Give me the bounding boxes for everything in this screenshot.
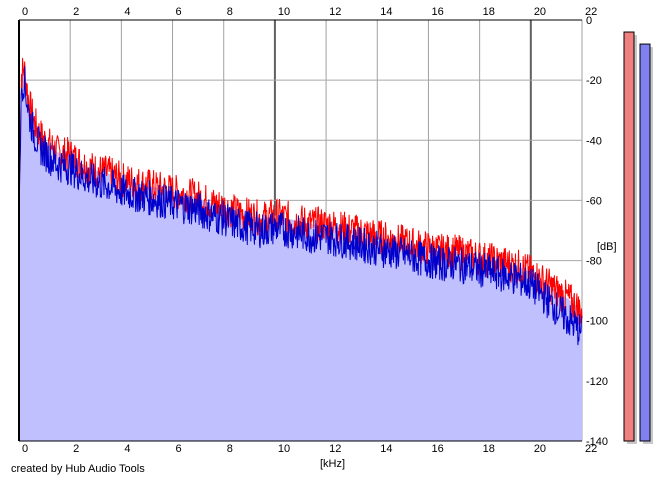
y-tick-label: -100 (586, 316, 608, 328)
x-tick-label-top: 6 (176, 6, 182, 18)
x-tick-label-bottom: 6 (176, 443, 182, 455)
x-tick-label-top: 2 (73, 6, 79, 18)
x-tick-label-bottom: 10 (278, 443, 290, 455)
level-meters (623, 31, 653, 445)
x-tick-label-bottom: 2 (73, 443, 79, 455)
spectrum-fill (19, 68, 582, 442)
x-tick-label-top: 8 (227, 6, 233, 18)
series-line-2 (18, 66, 583, 346)
y-tick-label: 0 (586, 15, 592, 27)
axes (18, 19, 582, 442)
y-tick-label: -80 (586, 256, 602, 268)
x-tick-label-top: 20 (534, 6, 546, 18)
x-tick-label-top: 4 (124, 6, 130, 18)
x-axis-label: [kHz] (320, 458, 346, 470)
x-tick-label-bottom: 12 (329, 443, 341, 455)
series-group (18, 58, 583, 442)
credit-text: created by Hub Audio Tools (11, 463, 145, 475)
y-tick-label: -120 (586, 376, 608, 388)
x-tick-label-bottom: 4 (124, 443, 130, 455)
x-tick-label-top: 18 (483, 6, 495, 18)
x-tick-label-bottom: 14 (380, 443, 392, 455)
x-tick-label-bottom: 0 (22, 443, 28, 455)
level-meter-bar (639, 43, 651, 442)
x-tick-label-top: 16 (431, 6, 443, 18)
y-tick-label: -140 (586, 436, 608, 448)
x-tick-label-bottom: 8 (227, 443, 233, 455)
x-tick-label-bottom: 22 (585, 443, 597, 455)
y-tick-label: -60 (586, 195, 602, 207)
x-tick-label-top: 0 (22, 6, 28, 18)
x-tick-label-bottom: 16 (431, 443, 443, 455)
x-tick-label-top: 22 (585, 6, 597, 18)
level-meter-bar (623, 31, 635, 442)
y-tick-label: -20 (586, 75, 602, 87)
x-tick-label-bottom: 18 (483, 443, 495, 455)
x-tick-label-top: 12 (329, 6, 341, 18)
y-axis-label: [dB] (597, 241, 617, 253)
x-tick-label-bottom: 20 (534, 443, 546, 455)
x-tick-label-top: 10 (278, 6, 290, 18)
y-tick-label: -40 (586, 135, 602, 147)
tick-labels: 002244668810101212141416161818202022220-… (22, 6, 608, 455)
x-tick-label-top: 14 (380, 6, 392, 18)
